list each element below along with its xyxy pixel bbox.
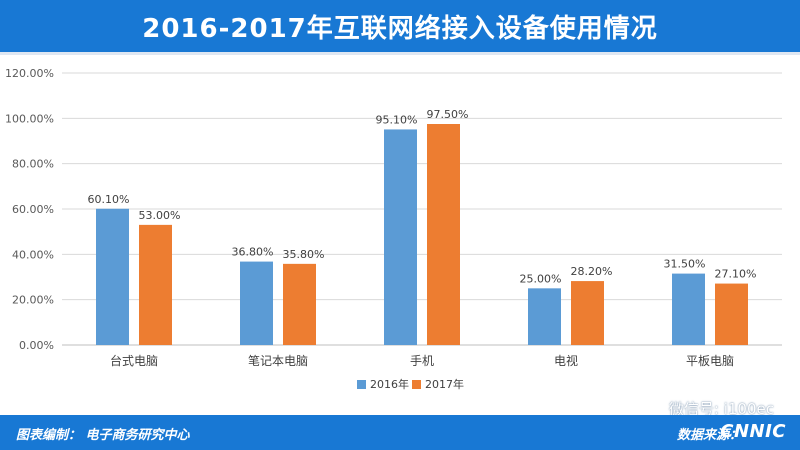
gridlines <box>62 72 782 346</box>
legend-swatch <box>412 380 421 389</box>
data-label: 25.00% <box>520 272 562 285</box>
y-tick-label: 40.00% <box>12 248 54 261</box>
data-labels: 60.10% 53.00% 36.80% 35.80% 95.10% 97.50% 25.0… <box>88 108 757 285</box>
title-divider <box>0 52 800 55</box>
legend-label: 2016年 <box>370 377 409 391</box>
data-label: 31.50% <box>664 258 706 271</box>
bar-chart: 0.00% 20.00% 40.00% 60.00% 80.00% 100.00% 120.… <box>5 67 782 391</box>
compiler-credit: 图表编制： 电子商务研究中心 <box>16 428 190 443</box>
data-label: 36.80% <box>232 246 274 259</box>
data-label: 53.00% <box>139 209 181 222</box>
y-tick-label: 120.00% <box>5 67 54 80</box>
bar-2017 <box>283 263 316 345</box>
bar-2017 <box>715 283 748 345</box>
y-tick-label: 60.00% <box>12 203 54 216</box>
data-label: 28.20% <box>571 265 613 278</box>
x-category-label: 台式电脑 <box>110 353 158 368</box>
footer-bar: 图表编制： 电子商务研究中心 数据来源： CNNIC <box>0 415 800 450</box>
bars <box>96 124 748 345</box>
x-category-label: 手机 <box>410 354 434 368</box>
title-bar: 2016-2017年互联网络接入设备使用情况 <box>0 0 800 52</box>
bar-2017 <box>139 224 172 345</box>
y-axis-ticks: 0.00% 20.00% 40.00% 60.00% 80.00% 100.00% 120.… <box>5 67 54 352</box>
bar-2016 <box>96 208 129 345</box>
y-tick-label: 80.00% <box>12 158 54 171</box>
data-label: 27.10% <box>715 268 757 281</box>
y-tick-label: 100.00% <box>5 112 54 125</box>
data-label: 95.10% <box>376 113 418 126</box>
bar-2016 <box>672 273 705 345</box>
page-title: 2016-2017年互联网络接入设备使用情况 <box>142 13 658 44</box>
bar-2016 <box>384 129 417 345</box>
x-axis-categories: 台式电脑 笔记本电脑 手机 电视 平板电脑 <box>110 353 734 368</box>
watermark-text: 微信号: i100ec <box>668 400 774 418</box>
bar-2016 <box>528 288 561 345</box>
x-category-label: 平板电脑 <box>686 354 734 368</box>
y-tick-label: 0.00% <box>19 339 54 352</box>
data-label: 97.50% <box>427 108 469 121</box>
data-label: 60.10% <box>88 193 130 206</box>
x-category-label: 笔记本电脑 <box>248 353 308 368</box>
legend-label: 2017年 <box>425 377 464 391</box>
legend: 2016年 2017年 <box>357 377 464 391</box>
legend-swatch <box>357 380 366 389</box>
x-category-label: 电视 <box>554 353 578 368</box>
bar-2017 <box>427 124 460 345</box>
cnnic-logo: CNNIC <box>720 421 786 442</box>
bar-2017 <box>571 281 604 345</box>
source-label: 数据来源： <box>676 428 742 443</box>
y-tick-label: 20.00% <box>12 294 54 307</box>
bar-2016 <box>240 261 273 345</box>
data-label: 35.80% <box>283 248 325 261</box>
